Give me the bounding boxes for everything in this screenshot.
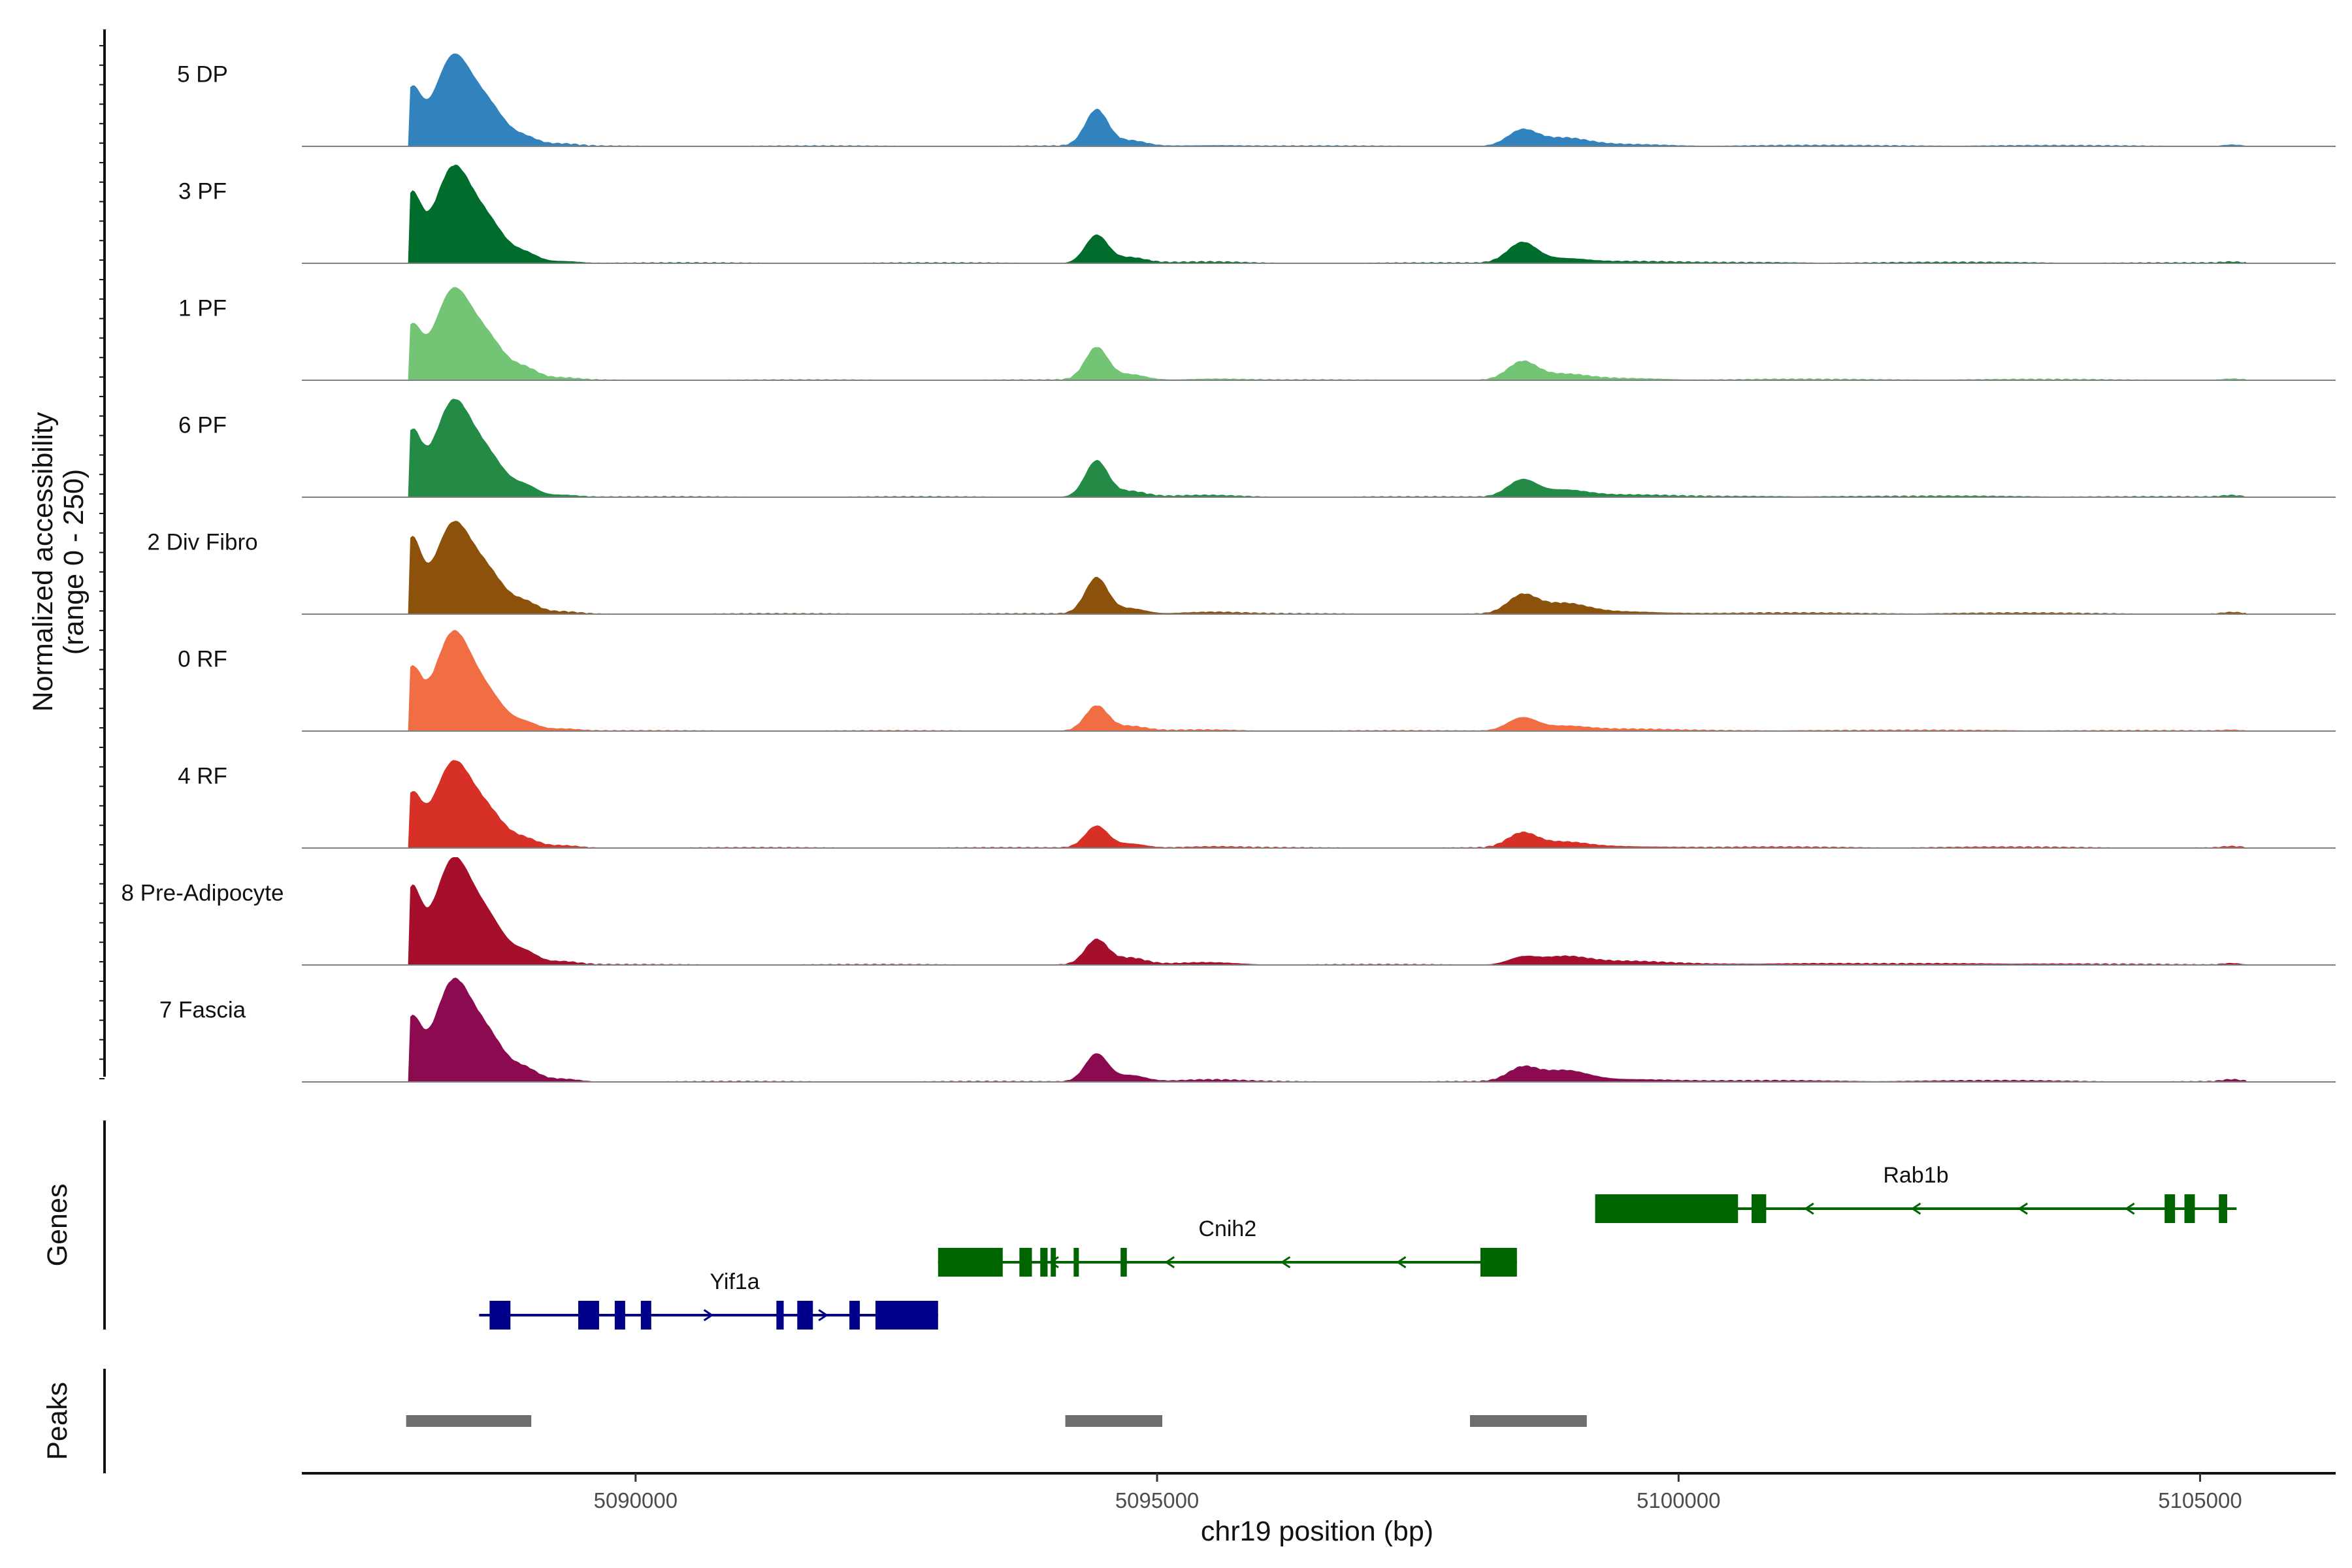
gene-models: Yif1a Cnih2 Rab1b xyxy=(479,1163,2237,1330)
strand-arrow xyxy=(1280,1256,1291,1269)
coverage-area xyxy=(302,857,2336,965)
gene-exon xyxy=(849,1301,860,1330)
gene-label: Yif1a xyxy=(710,1269,759,1294)
coverage-area xyxy=(302,630,2336,731)
strand-arrow xyxy=(2017,1202,2028,1215)
gene-exon xyxy=(2184,1194,2195,1223)
track-label: 5 DP xyxy=(177,62,228,88)
gene-exon xyxy=(2164,1194,2176,1223)
gene-exon xyxy=(1752,1194,1767,1223)
strand-arrow xyxy=(2125,1202,2135,1215)
coverage-area xyxy=(302,53,2336,147)
track-label: 3 PF xyxy=(178,179,227,204)
gene-exon xyxy=(489,1301,511,1330)
strand-arrow xyxy=(1164,1256,1175,1269)
track-6-pf: 6 PF xyxy=(178,399,2336,498)
track-0-rf: 0 RF xyxy=(178,630,2336,732)
strand-arrow xyxy=(1396,1256,1407,1269)
gene-exon xyxy=(1120,1248,1127,1277)
track-label: 7 Fascia xyxy=(159,998,246,1023)
gene-yif1a: Yif1a xyxy=(479,1269,938,1330)
x-axis: 5090000 5095000 5100000 5105000 chr19 posit… xyxy=(302,1472,2336,1547)
y-axis-title-line1: Normalized accessibility xyxy=(27,412,59,711)
gene-exon xyxy=(1051,1248,1056,1277)
track-label: 1 PF xyxy=(178,296,227,321)
y-axis-ticks xyxy=(99,44,105,1080)
track-1-pf: 1 PF xyxy=(178,287,2336,381)
coverage-area xyxy=(302,760,2336,848)
track-label: 2 Div Fibro xyxy=(147,530,257,555)
track-label: 4 RF xyxy=(178,764,227,789)
track-4-rf: 4 RF xyxy=(178,760,2336,849)
track-2-div-fibro: 2 Div Fibro xyxy=(147,521,2336,615)
y-axis: Normalized accessibility (range 0 - 250) xyxy=(27,29,106,1080)
gene-exon xyxy=(875,1301,938,1330)
gene-cnih2: Cnih2 xyxy=(938,1217,1517,1277)
coverage-area xyxy=(302,399,2336,497)
track-label: 8 Pre-Adipocyte xyxy=(121,881,284,906)
peak-bar xyxy=(406,1415,532,1427)
track-7-fascia: 7 Fascia xyxy=(159,977,2336,1083)
x-axis-ticks: 5090000 5095000 5100000 5105000 xyxy=(594,1473,2242,1512)
gene-rab1b: Rab1b xyxy=(1595,1163,2237,1223)
peaks-panel: Peaks xyxy=(42,1369,1587,1473)
x-tick-label: 5105000 xyxy=(2158,1488,2242,1512)
strand-arrow xyxy=(703,1309,714,1322)
y-axis-title-line2: (range 0 - 250) xyxy=(58,469,90,655)
gene-exon xyxy=(640,1301,651,1330)
x-tick-label: 5100000 xyxy=(1637,1488,1720,1512)
strand-arrow xyxy=(818,1309,828,1322)
gene-label: Cnih2 xyxy=(1198,1217,1256,1241)
gene-label: Rab1b xyxy=(1883,1163,1948,1188)
strand-arrow xyxy=(1910,1202,1921,1215)
gene-exon xyxy=(1019,1248,1032,1277)
gene-exon xyxy=(614,1301,625,1330)
gene-exon xyxy=(2219,1194,2227,1223)
track-label: 0 RF xyxy=(178,647,227,672)
track-3-pf: 3 PF xyxy=(178,164,2336,264)
track-8-pre-adipocyte: 8 Pre-Adipocyte xyxy=(121,857,2336,966)
gene-exon xyxy=(776,1301,784,1330)
peaks-panel-title: Peaks xyxy=(42,1382,73,1460)
coverage-area xyxy=(302,287,2336,380)
gene-exon xyxy=(1040,1248,1048,1277)
x-axis-title: chr19 position (bp) xyxy=(1201,1516,1433,1547)
peak-bars xyxy=(406,1415,1587,1427)
gene-exon xyxy=(1073,1248,1079,1277)
genes-panel-title: Genes xyxy=(42,1184,73,1267)
genes-panel: Genes Yif1a Cnih2 Rab1b xyxy=(42,1120,2237,1330)
gene-exon xyxy=(578,1301,599,1330)
gene-exon xyxy=(797,1301,813,1330)
coverage-area xyxy=(302,977,2336,1082)
peak-bar xyxy=(1469,1415,1587,1427)
strand-arrow xyxy=(1804,1202,1814,1215)
coverage-tracks: 5 DP 3 PF 1 PF 6 PF 2 Div Fibro 0 RF 4 RF 8 Pre… xyxy=(121,53,2336,1083)
x-tick-label: 5090000 xyxy=(594,1488,678,1512)
track-5-dp: 5 DP xyxy=(177,53,2336,147)
gene-exon xyxy=(1480,1248,1517,1277)
track-label: 6 PF xyxy=(178,413,227,438)
peak-bar xyxy=(1065,1415,1163,1427)
coverage-area xyxy=(302,164,2336,263)
gene-exon xyxy=(1595,1194,1739,1223)
gene-exon xyxy=(938,1248,1003,1277)
coverage-area xyxy=(302,521,2336,614)
x-tick-label: 5095000 xyxy=(1115,1488,1199,1512)
